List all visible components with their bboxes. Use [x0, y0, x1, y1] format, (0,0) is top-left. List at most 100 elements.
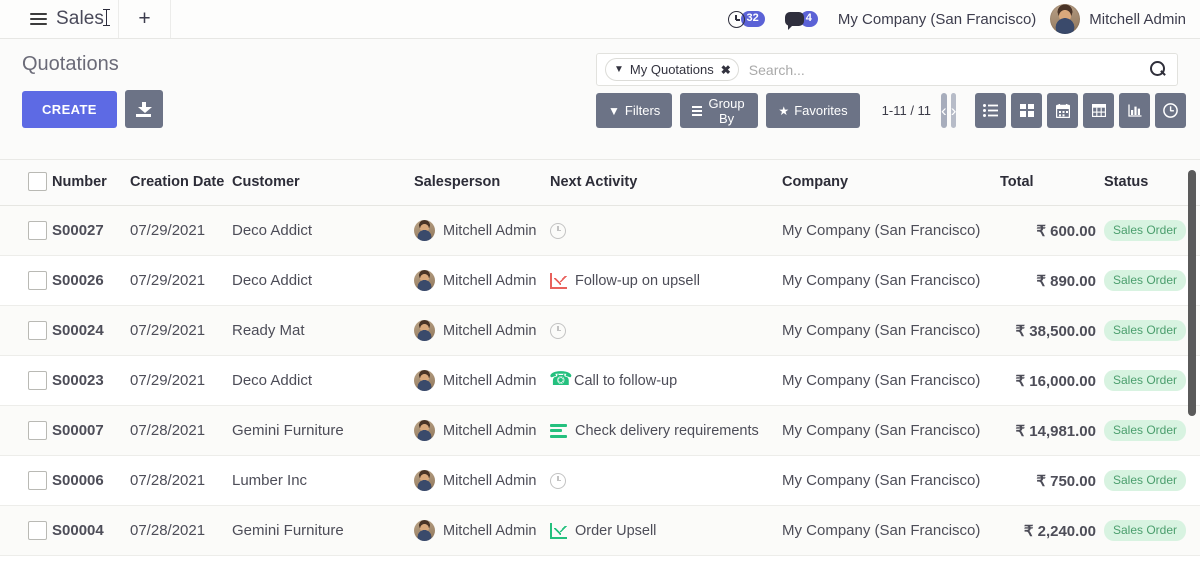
clock-icon[interactable] [727, 10, 745, 28]
calendar-view-icon[interactable] [1047, 93, 1079, 128]
row-select-cell [0, 305, 52, 356]
chart-icon[interactable] [550, 522, 567, 539]
cell-company: My Company (San Francisco) [782, 205, 1000, 256]
table-row[interactable]: S00004 07/28/2021 Gemini Furniture Mitchell… [0, 505, 1200, 556]
import-button[interactable] [124, 90, 163, 128]
cell-salesperson: Mitchell Admin [414, 205, 550, 256]
table-row[interactable]: S00023 07/29/2021 Deco Addict Mitchell Admi… [0, 355, 1200, 406]
group-by-button[interactable]: Group By [680, 93, 759, 128]
row-checkbox[interactable] [28, 271, 47, 290]
cell-number[interactable]: S00026 [52, 255, 130, 306]
cell-next-activity[interactable]: Follow-up on upsell [550, 255, 782, 306]
select-all-checkbox[interactable] [28, 172, 47, 191]
row-checkbox[interactable] [28, 471, 47, 490]
column-header-creation-date[interactable]: Creation Date [130, 160, 232, 206]
pager-next-button[interactable]: › [950, 93, 957, 128]
table-row[interactable]: S00024 07/29/2021 Ready Mat Mitchell Admin M… [0, 305, 1200, 356]
column-header-next-activity[interactable]: Next Activity [550, 160, 782, 206]
activity-view-icon[interactable] [1155, 93, 1187, 128]
cell-number[interactable]: S00023 [52, 355, 130, 406]
row-checkbox[interactable] [28, 521, 47, 540]
chart-icon[interactable] [550, 272, 567, 289]
cell-creation-date: 07/29/2021 [130, 355, 232, 406]
activities-count-badge: 32 [739, 10, 766, 28]
quotations-table: Number Creation Date Customer Salesperso… [0, 160, 1200, 556]
filter-icon: ▼ [614, 63, 624, 75]
column-header-total[interactable]: Total [1000, 160, 1104, 206]
cell-next-activity[interactable]: Check delivery requirements [550, 405, 782, 456]
column-header-salesperson[interactable]: Salesperson [414, 160, 550, 206]
avatar[interactable] [1050, 4, 1081, 34]
cell-number[interactable]: S00007 [52, 405, 130, 456]
search-facet-remove-icon[interactable]: ✖ [720, 62, 731, 77]
column-header-customer[interactable]: Customer [232, 160, 414, 206]
favorites-button[interactable]: ★ Favorites [766, 93, 860, 128]
table-row[interactable]: S00006 07/28/2021 Lumber Inc Mitchell Admin… [0, 455, 1200, 506]
list-view-icon[interactable] [975, 93, 1007, 128]
group-by-icon [692, 105, 702, 116]
column-header-number[interactable]: Number [52, 160, 130, 206]
user-menu-label[interactable]: Mitchell Admin [1089, 10, 1186, 28]
row-checkbox[interactable] [28, 371, 47, 390]
cell-number[interactable]: S00027 [52, 205, 130, 256]
create-button[interactable]: CREATE [22, 90, 117, 128]
phone-icon[interactable] [550, 370, 573, 389]
graph-view-icon[interactable] [1119, 93, 1151, 128]
search-toolbar: ▼ Filters Group By ★ Favorites 1-11 / 11… [596, 93, 1187, 128]
column-header-status[interactable]: Status [1104, 160, 1200, 206]
avatar [414, 520, 435, 541]
cell-next-activity[interactable]: Order Upsell [550, 505, 782, 556]
table-row[interactable]: S00026 07/29/2021 Deco Addict Mitchell Admi… [0, 255, 1200, 306]
new-tab-button[interactable]: + [119, 0, 172, 38]
row-checkbox[interactable] [28, 421, 47, 440]
next-activity-label: Order Upsell [575, 522, 657, 539]
navbar-right: 32 4 My Company (San Francisco) Mitchell… [727, 4, 1200, 34]
cell-number[interactable]: S00006 [52, 455, 130, 506]
cell-customer: Ready Mat [232, 305, 414, 356]
table-body: S00027 07/29/2021 Deco Addict Mitchell Admi… [0, 205, 1200, 556]
table-row[interactable]: S00007 07/28/2021 Gemini Furniture Mitchell… [0, 405, 1200, 456]
search-facet-my-quotations[interactable]: ▼ My Quotations ✖ [605, 58, 739, 81]
company-name[interactable]: My Company (San Francisco) [837, 10, 1037, 28]
clock-icon[interactable] [550, 322, 566, 339]
row-select-cell [0, 255, 52, 306]
cell-number[interactable]: S00004 [52, 505, 130, 556]
cell-total: ₹ 750.00 [1000, 455, 1104, 506]
pager-previous-button[interactable]: ‹ [941, 93, 947, 128]
chat-icon[interactable] [784, 12, 804, 30]
messages-menu[interactable]: 4 [784, 10, 819, 30]
avatar [414, 420, 435, 441]
search-input[interactable] [738, 61, 1150, 78]
row-checkbox[interactable] [28, 221, 47, 240]
vertical-scrollbar[interactable] [1188, 170, 1196, 416]
apps-menu-button[interactable]: Sales [0, 0, 120, 38]
cell-salesperson: Mitchell Admin [414, 455, 550, 506]
filters-button[interactable]: ▼ Filters [596, 93, 673, 128]
cell-total: ₹ 600.00 [1000, 205, 1104, 256]
control-panel-right: ▼ My Quotations ✖ ▼ Filters Group By ★ F… [596, 53, 1187, 128]
activities-menu[interactable]: 32 [727, 10, 766, 28]
cell-creation-date: 07/28/2021 [130, 455, 232, 506]
cell-creation-date: 07/29/2021 [130, 255, 232, 306]
search-view[interactable]: ▼ My Quotations ✖ [596, 53, 1178, 86]
tasks-icon[interactable] [550, 423, 567, 438]
hamburger-icon[interactable] [30, 13, 47, 25]
row-select-cell [0, 455, 52, 506]
clock-icon[interactable] [550, 222, 566, 239]
cell-next-activity[interactable] [550, 305, 782, 356]
cell-salesperson: Mitchell Admin [414, 305, 550, 356]
row-checkbox[interactable] [28, 321, 47, 340]
avatar [414, 470, 435, 491]
table-row[interactable]: S00027 07/29/2021 Deco Addict Mitchell Admi… [0, 205, 1200, 256]
clock-icon[interactable] [550, 472, 566, 489]
cell-status: Sales Order [1104, 455, 1200, 506]
column-header-company[interactable]: Company [782, 160, 1000, 206]
kanban-view-icon[interactable] [1011, 93, 1043, 128]
cell-total: ₹ 16,000.00 [1000, 355, 1104, 406]
cell-number[interactable]: S00024 [52, 305, 130, 356]
search-icon[interactable] [1150, 61, 1167, 78]
cell-next-activity[interactable] [550, 455, 782, 506]
cell-next-activity[interactable]: Call to follow-up [550, 355, 782, 406]
pivot-view-icon[interactable] [1083, 93, 1115, 128]
cell-next-activity[interactable] [550, 205, 782, 256]
